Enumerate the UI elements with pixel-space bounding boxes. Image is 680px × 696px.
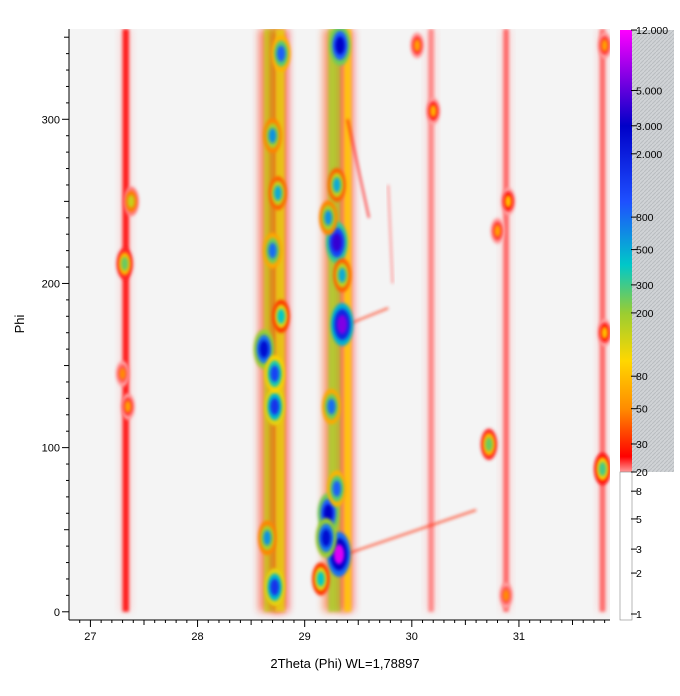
peak xyxy=(494,225,501,237)
peak xyxy=(335,36,345,55)
peak xyxy=(601,326,608,339)
x-axis-title: 2Theta (Phi) WL=1,78897 xyxy=(270,656,419,671)
colorbar-tick-label: 80 xyxy=(636,371,648,383)
colorbar-tick-label: 2.000 xyxy=(636,149,662,161)
peak xyxy=(273,185,282,201)
y-tick-label: 0 xyxy=(54,607,60,619)
peak xyxy=(321,529,331,547)
peak xyxy=(270,365,279,382)
colorbar: 12.000 5.000 3.000 2.000 800 500 300 200 80 50 30 2… xyxy=(619,25,674,621)
colorbar-tick-label: 300 xyxy=(636,280,654,292)
peak xyxy=(263,530,272,546)
colorbar-tick-label: 12.000 xyxy=(636,25,668,37)
y-tick-label: 200 xyxy=(42,278,60,290)
colorbar-tick-label: 5 xyxy=(636,514,642,526)
colorbar-tick-label: 50 xyxy=(636,404,648,416)
y-axis-title: Phi xyxy=(12,314,27,333)
plot-area xyxy=(115,29,610,612)
x-tick-label: 29 xyxy=(299,631,311,643)
peak xyxy=(270,398,280,415)
streak xyxy=(347,307,389,326)
peak xyxy=(598,461,607,477)
colorbar-tick-label: 500 xyxy=(636,245,654,257)
streak xyxy=(345,509,477,556)
peak xyxy=(337,315,348,334)
band xyxy=(428,29,434,612)
x-tick-label: 30 xyxy=(406,631,418,643)
peak xyxy=(414,39,421,52)
x-tick-label: 31 xyxy=(513,631,525,643)
peak xyxy=(601,39,608,52)
peak xyxy=(268,128,277,144)
colorbar-tick-label: 8 xyxy=(636,486,642,498)
colorbar-tick-label: 2 xyxy=(636,568,642,580)
colorbar-tick-label: 5.000 xyxy=(636,85,662,97)
x-tick-label: 28 xyxy=(191,631,203,643)
peak xyxy=(324,210,333,226)
peak xyxy=(323,504,333,523)
colorbar-tick-label: 3.000 xyxy=(636,121,662,133)
y-tick-label: 100 xyxy=(42,443,60,455)
colorbar-hatch xyxy=(632,30,674,472)
peak xyxy=(270,578,280,596)
colorbar-tick-label: 200 xyxy=(636,308,654,320)
peak xyxy=(485,437,493,452)
peak xyxy=(505,195,512,208)
peak xyxy=(338,267,347,283)
colorbar-tick-label: 1 xyxy=(636,609,642,621)
peak xyxy=(332,233,342,252)
peak xyxy=(127,194,135,208)
colorbar-tick-label: 800 xyxy=(636,212,654,224)
peak xyxy=(276,45,286,62)
colorbar-low xyxy=(619,471,633,621)
streak xyxy=(346,119,370,219)
peak xyxy=(277,308,285,324)
peak xyxy=(316,571,325,587)
band xyxy=(503,29,509,612)
peak xyxy=(332,480,342,497)
peak xyxy=(259,340,269,358)
peak xyxy=(119,368,126,380)
peak xyxy=(327,398,336,415)
peak xyxy=(332,177,341,193)
y-tick-label: 300 xyxy=(42,114,60,126)
colorbar-tick-label: 3 xyxy=(636,544,642,556)
peak xyxy=(333,544,345,565)
colorbar-gradient xyxy=(620,30,632,472)
band xyxy=(122,29,129,612)
peak xyxy=(430,105,437,117)
x-tick-label: 27 xyxy=(84,631,96,643)
peak xyxy=(268,242,277,259)
peak xyxy=(124,400,131,413)
streak xyxy=(387,184,394,284)
colorbar-tick-label: 20 xyxy=(636,467,648,479)
peak xyxy=(121,256,129,271)
axes: 27 28 29 30 31 0 100 200 300 xyxy=(42,29,610,643)
colorbar-tick-label: 30 xyxy=(636,439,648,451)
peak xyxy=(503,589,510,602)
